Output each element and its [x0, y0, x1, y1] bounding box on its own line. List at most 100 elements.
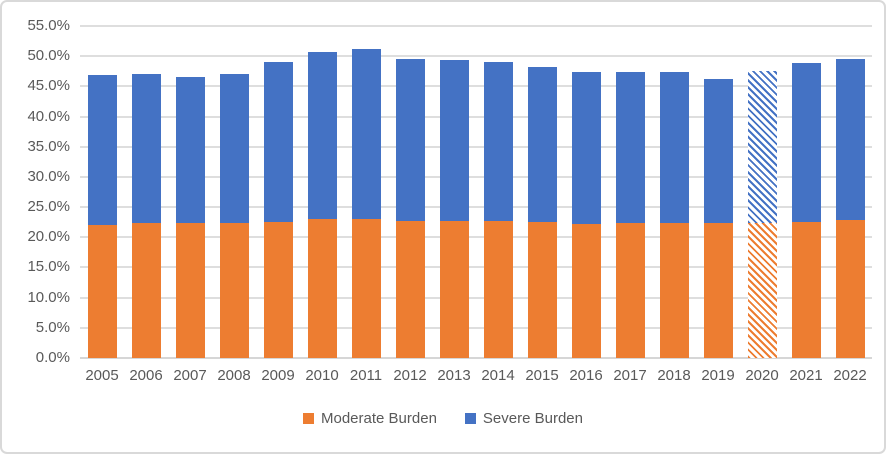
- legend-swatch-icon: [464, 413, 476, 424]
- bar-segment-2007-moderate-burden: [175, 222, 205, 358]
- bar-segment-2019-moderate-burden: [703, 223, 733, 358]
- y-tick-label: 45.0%: [27, 77, 70, 95]
- y-tick-label: 35.0%: [27, 137, 70, 155]
- gridline-10: [80, 296, 872, 299]
- y-tick-label: 10.0%: [27, 288, 70, 306]
- y-tick-label: 0.0%: [35, 349, 70, 366]
- bar-segment-2018-severe-burden: [659, 71, 689, 223]
- plot-area: [80, 25, 872, 359]
- bar-slot-2020: [740, 26, 784, 358]
- legend-item-severe-burden: Severe Burden: [464, 410, 583, 427]
- y-tick-label: 20.0%: [27, 228, 70, 246]
- bar-2019: [703, 26, 733, 358]
- gridline-45: [80, 85, 872, 88]
- gridline-50: [80, 55, 872, 58]
- bar-segment-2011-moderate-burden: [351, 218, 381, 358]
- x-tick-label-2010: 2010: [305, 367, 339, 384]
- bar-segment-2016-moderate-burden: [571, 224, 601, 358]
- bar-segment-2006-severe-burden: [131, 73, 161, 224]
- bar-segment-2015-moderate-burden: [527, 221, 557, 358]
- x-tick-label-2009: 2009: [261, 367, 295, 384]
- bar-segment-2022-moderate-burden: [835, 220, 865, 358]
- gridline-30: [80, 175, 872, 178]
- x-tick-label-2021: 2021: [789, 367, 823, 384]
- x-tick-label-2006: 2006: [129, 367, 163, 384]
- x-tick-label-2017: 2017: [613, 367, 647, 384]
- bar-segment-2017-severe-burden: [615, 71, 645, 223]
- bar-2012: [395, 26, 425, 358]
- bar-segment-2005-moderate-burden: [87, 224, 117, 358]
- bar-slot-2006: [124, 26, 168, 358]
- bar-segment-2008-severe-burden: [219, 73, 249, 223]
- legend-swatch-icon: [303, 413, 314, 424]
- x-axis-tick-labels: 2005 2006 2007 2008 2009 2010 2011 2012 2013 2014…: [80, 366, 872, 386]
- bar-segment-2010-severe-burden: [307, 51, 337, 220]
- bar-segment-2013-severe-burden: [439, 59, 469, 221]
- bar-segment-2017-moderate-burden: [615, 222, 645, 358]
- y-tick-label: 15.0%: [27, 258, 70, 276]
- bar-2015: [527, 26, 557, 358]
- y-tick-label: 55.0%: [27, 17, 70, 34]
- bar-segment-2015-severe-burden: [527, 67, 557, 222]
- bar-2011: [351, 26, 381, 358]
- bar-slot-2017: [608, 26, 652, 358]
- x-tick-label-2007: 2007: [173, 367, 207, 384]
- bar-segment-2009-severe-burden: [263, 62, 293, 222]
- bar-slot-2011: [344, 26, 388, 358]
- bar-segment-2020-moderate-burden-hatched: [747, 222, 777, 358]
- bar-slot-2018: [652, 26, 696, 358]
- bar-segment-2019-severe-burden: [703, 79, 733, 224]
- bar-2007: [175, 26, 205, 358]
- legend-item-moderate-burden: Moderate Burden: [303, 410, 437, 427]
- bar-segment-2013-moderate-burden: [439, 220, 469, 358]
- x-tick-label-2022: 2022: [833, 367, 867, 384]
- bar-slot-2014: [476, 26, 520, 358]
- x-tick-label-2013: 2013: [437, 367, 471, 384]
- bar-slot-2019: [696, 26, 740, 358]
- x-tick-label-2020: 2020: [745, 367, 779, 384]
- x-tick-label-2008: 2008: [217, 367, 251, 384]
- x-tick-label-2018: 2018: [657, 367, 691, 384]
- bar-slot-2013: [432, 26, 476, 358]
- legend-label: Moderate Burden: [321, 410, 437, 427]
- gridline-5: [80, 326, 872, 329]
- bar-slot-2008: [212, 26, 256, 358]
- y-tick-label: 30.0%: [27, 167, 70, 185]
- bar-segment-2012-severe-burden: [395, 58, 425, 221]
- bar-segment-2010-moderate-burden: [307, 219, 337, 358]
- x-tick-label-2012: 2012: [393, 367, 427, 384]
- gridline-15: [80, 266, 872, 269]
- bar-segment-2006-moderate-burden: [131, 223, 161, 358]
- bar-slot-2022: [828, 26, 872, 358]
- bar-segment-2014-moderate-burden: [483, 220, 513, 358]
- bar-segment-2021-moderate-burden: [791, 222, 821, 358]
- bar-segment-2008-moderate-burden: [219, 222, 249, 358]
- bar-segment-2012-moderate-burden: [395, 220, 425, 358]
- bar-2010: [307, 26, 337, 358]
- gridline-35: [80, 145, 872, 148]
- x-tick-label-2011: 2011: [349, 367, 383, 384]
- legend-label: Severe Burden: [482, 410, 583, 427]
- bar-2009: [263, 26, 293, 358]
- bar-segment-2007-severe-burden: [175, 76, 205, 223]
- x-tick-label-2016: 2016: [569, 367, 603, 384]
- x-tick-label-2014: 2014: [481, 367, 515, 384]
- bar-segment-2016-severe-burden: [571, 71, 601, 224]
- bar-2022: [835, 26, 865, 358]
- bar-2006: [131, 26, 161, 358]
- gridline-40: [80, 115, 872, 118]
- bar-2021: [791, 26, 821, 358]
- bar-2020: [747, 26, 777, 358]
- bar-segment-2018-moderate-burden: [659, 222, 689, 358]
- bar-segment-2005-severe-burden: [87, 74, 117, 225]
- bar-segment-2011-severe-burden: [351, 48, 381, 219]
- chart-legend: Moderate Burden Severe Burden: [2, 410, 884, 427]
- bar-segment-2014-severe-burden: [483, 61, 513, 221]
- bar-2017: [615, 26, 645, 358]
- y-tick-label: 40.0%: [27, 107, 70, 125]
- bar-segment-2009-moderate-burden: [263, 221, 293, 358]
- gridline-25: [80, 206, 872, 209]
- bar-slot-2021: [784, 26, 828, 358]
- x-tick-label-2015: 2015: [525, 367, 559, 384]
- bar-2005: [87, 26, 117, 358]
